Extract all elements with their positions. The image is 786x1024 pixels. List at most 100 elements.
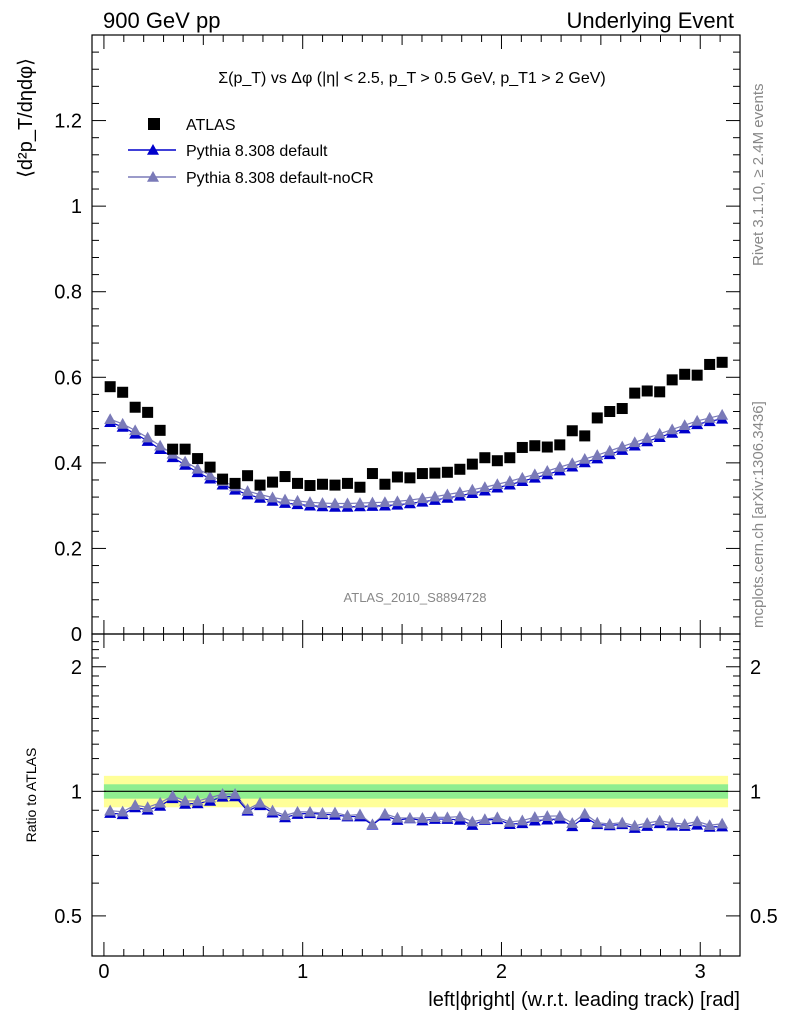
ratio-point [303,805,316,817]
mc-point [678,419,691,431]
mc-point [516,471,529,483]
ratio-frame [91,633,741,957]
ratio-point [428,811,441,822]
ratio-point [641,817,654,828]
atlas-point [142,406,154,418]
mc-point [616,440,629,452]
ratio-point [491,811,504,823]
legend-label: Pythia 8.308 default-noCR [186,170,374,187]
ratio-point [653,814,666,826]
ratio-point [703,819,716,831]
ratio-point [191,794,204,806]
y-tick-label: 1.2 [54,111,82,133]
mc-point [503,475,516,487]
mc-point [104,413,117,425]
mc-point [378,496,391,508]
atlas-point [479,452,491,464]
ratio-point [553,809,566,821]
atlas-point [691,369,703,381]
x-tick-label: 2 [496,961,507,983]
atlas-point [204,461,216,473]
mc-point [666,423,679,435]
ratio-point [229,788,242,799]
ratio-point [216,788,229,799]
mc-point [428,490,441,502]
mcplots-label: mcplots.cern.ch [arXiv:1306.3436] [750,401,767,628]
ratio-point [441,811,454,823]
atlas-point [391,471,403,483]
mc-point [353,497,366,508]
header-right: Underlying Event [566,8,734,33]
atlas-point [529,440,541,452]
y-tick-label: 0.6 [54,367,82,389]
atlas-point [516,441,528,453]
ratio-point [528,811,541,822]
atlas-point [117,386,129,398]
atlas-point [604,406,616,418]
mc-point [129,424,142,436]
mc-point [179,455,192,467]
ratio-point [578,807,591,819]
ratio-point [204,791,217,803]
ratio-point [279,809,292,821]
atlas-point [192,453,204,465]
atlas-point [554,439,566,451]
mc-point [366,496,379,508]
ratio-y-tick-label-right: 1 [750,781,761,803]
header-left: 900 GeV pp [103,8,220,33]
mc-point [641,432,654,443]
ratio-point [391,811,404,823]
ratio-y-tick-label: 1 [71,781,82,803]
atlas-point [679,368,691,380]
analysis-label: ATLAS_2010_S8894728 [344,590,487,605]
ratio-point [291,805,304,817]
y-axis-label: ⟨d²p_T/dηdφ⟩ [15,58,37,178]
ratio-point [603,817,616,829]
mc-point [403,494,416,505]
mc-point [653,427,666,439]
atlas-point [341,477,353,489]
ratio-point [416,812,429,823]
mc-point [566,457,579,469]
atlas-point [217,473,229,485]
atlas-point [566,425,578,437]
atlas-point [292,477,304,489]
atlas-point [267,476,279,488]
atlas-point [129,401,141,413]
ratio-y-tick-label: 2 [71,657,82,679]
legend-marker [148,118,160,130]
mc-point [328,497,341,509]
x-tick-label: 3 [695,961,706,983]
ratio-y-label: Ratio to ATLAS [23,748,39,843]
atlas-point [329,479,341,491]
x-tick-label: 0 [98,961,109,983]
legend: ATLAS Pythia 8.308 default Pythia 8.308 de… [128,117,374,187]
mc-point [266,491,279,503]
atlas-point [416,468,428,480]
atlas-point [641,385,653,397]
mc-point [453,486,466,498]
atlas-point [704,358,716,370]
mc-point [116,417,129,429]
mc-point [191,462,204,474]
main-title: Σ(p_T) vs Δφ (|η| < 2.5, p_T > 0.5 GeV, … [218,70,605,87]
mc-point [491,478,504,490]
ratio-y-tick-label-right: 2 [750,657,761,679]
mc-point [303,496,316,508]
atlas-point [616,403,628,415]
ratio-point [104,804,117,816]
y-tick-label: 0.4 [54,453,82,475]
ratio-point [666,816,679,828]
atlas-point [629,387,641,399]
mc-point [478,481,491,493]
ratio-point [478,813,491,825]
atlas-point [167,443,179,455]
ratio-panel: 0.5 0.5 1 1 2 2 0 1 2 3 Ratio to ATLAS left|ϕrigh… [23,633,778,1011]
ratio-point [716,817,729,829]
mc-point [466,483,479,495]
mc-point [603,444,616,456]
atlas-point [716,356,728,368]
atlas-point [104,381,116,393]
atlas-point [491,455,503,467]
